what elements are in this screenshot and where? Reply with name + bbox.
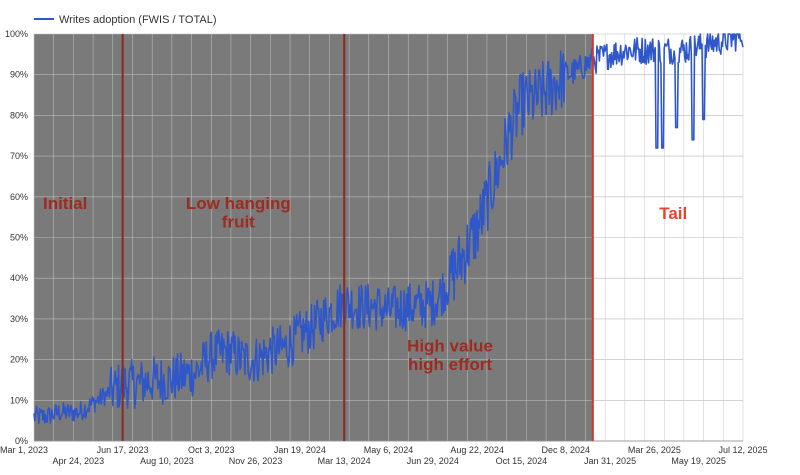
y-tick-label: 70% xyxy=(10,151,28,161)
phase-label: Tail xyxy=(659,204,687,223)
chart-legend: Writes adoption (FWIS / TOTAL) xyxy=(34,14,217,26)
y-tick-label: 10% xyxy=(10,395,28,405)
x-tick-label: Nov 26, 2023 xyxy=(229,456,283,466)
phase-label: Initial xyxy=(43,194,87,213)
x-tick-label: Jan 19, 2024 xyxy=(274,445,326,455)
chart-gridlines xyxy=(33,33,744,442)
x-tick-label: Jul 12, 2025 xyxy=(718,445,767,455)
y-tick-label: 50% xyxy=(10,233,28,243)
y-tick-label: 100% xyxy=(5,29,28,39)
x-tick-label: Jan 31, 2025 xyxy=(584,456,636,466)
y-tick-label: 60% xyxy=(10,192,28,202)
phase-dividers xyxy=(121,34,594,441)
x-tick-label: Jun 17, 2023 xyxy=(97,445,149,455)
y-tick-label: 90% xyxy=(10,70,28,80)
phase-label: High value xyxy=(407,336,493,355)
x-axis-ticks: Mar 1, 2023 Jun 17, 2023 Oct 3, 2023 Jan 19… xyxy=(0,445,768,466)
x-tick-label: Oct 15, 2024 xyxy=(496,456,548,466)
phase-label: fruit xyxy=(222,212,255,231)
y-tick-label: 80% xyxy=(10,110,28,120)
x-tick-label: May 19, 2025 xyxy=(671,456,726,466)
x-tick-label: Aug 22, 2024 xyxy=(450,445,504,455)
x-tick-label: Aug 10, 2023 xyxy=(140,456,194,466)
legend-label-writes-adoption: Writes adoption (FWIS / TOTAL) xyxy=(59,14,217,26)
y-tick-label: 20% xyxy=(10,355,28,365)
x-tick-label: Jun 29, 2024 xyxy=(407,456,459,466)
y-tick-label: 40% xyxy=(10,273,28,283)
y-tick-label: 0% xyxy=(15,436,28,446)
x-tick-label: Mar 13, 2024 xyxy=(318,456,371,466)
y-axis-ticks: 0% 10% 20% 30% 40% 50% 60% 70% 80% 90% 100% xyxy=(5,29,28,446)
x-tick-label: Oct 3, 2023 xyxy=(188,445,235,455)
x-tick-label: Mar 26, 2025 xyxy=(628,445,681,455)
x-tick-label: Mar 1, 2023 xyxy=(0,445,48,455)
phase-label: high effort xyxy=(408,355,492,374)
x-tick-label: May 6, 2024 xyxy=(364,445,414,455)
x-tick-label: Dec 8, 2024 xyxy=(541,445,590,455)
series-line-writes-adoption xyxy=(33,33,744,424)
phase-label: Low hanging xyxy=(186,194,291,213)
y-tick-label: 30% xyxy=(10,314,28,324)
x-tick-label: Apr 24, 2023 xyxy=(53,456,105,466)
